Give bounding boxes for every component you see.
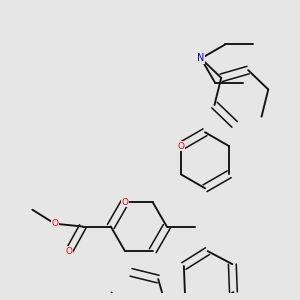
Text: O: O <box>121 198 128 207</box>
Text: O: O <box>51 219 58 228</box>
Text: N: N <box>197 53 205 63</box>
Text: O: O <box>177 142 184 151</box>
Text: O: O <box>65 247 72 256</box>
